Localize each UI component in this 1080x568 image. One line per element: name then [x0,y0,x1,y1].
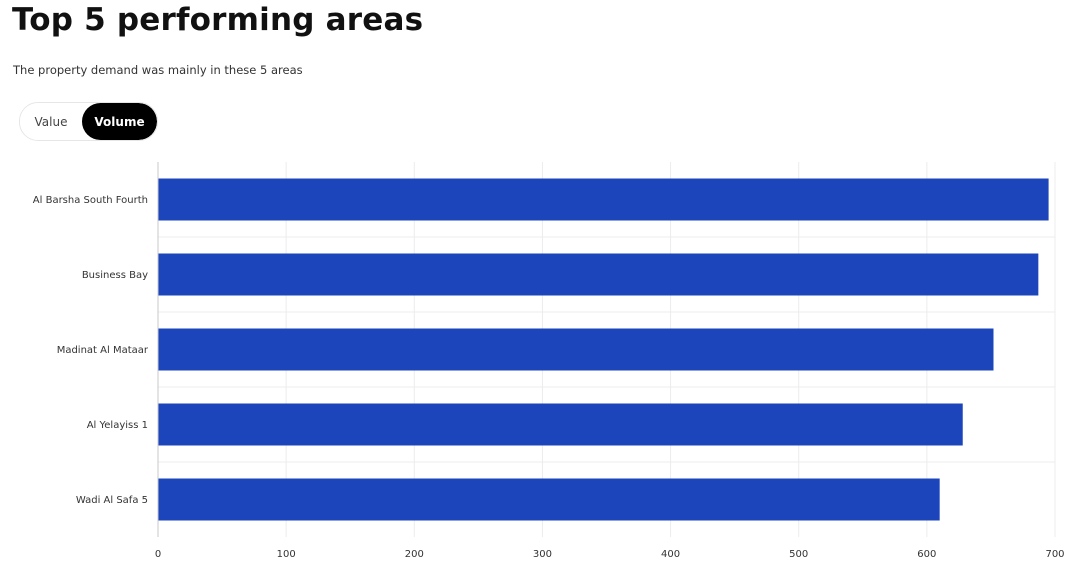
toggle-value-option[interactable]: Value [20,103,82,140]
page-title: Top 5 performing areas [12,2,424,38]
category-label: Madinat Al Mataar [57,345,149,356]
x-tick-label: 700 [1045,549,1064,560]
category-label: Al Yelayiss 1 [87,420,148,431]
category-label: Wadi Al Safa 5 [76,495,148,506]
bars-layer [158,178,1049,521]
value-volume-toggle[interactable]: Value Volume [19,102,158,141]
category-label: Al Barsha South Fourth [33,195,148,206]
x-tick-label: 0 [155,549,161,560]
axis-layer: 0 100 200 300 400 500 600 700 Al Barsha South Fo… [33,162,1065,560]
x-tick-label: 300 [533,549,552,560]
bar [158,178,1049,221]
toggle-volume-option[interactable]: Volume [82,103,157,140]
bar [158,403,963,446]
category-label: Business Bay [82,270,148,281]
x-tick-label: 600 [917,549,936,560]
x-tick-label: 100 [277,549,296,560]
x-tick-label: 200 [405,549,424,560]
bar [158,253,1039,296]
bar [158,478,940,521]
bar [158,328,994,371]
x-tick-label: 400 [661,549,680,560]
x-tick-label: 500 [789,549,808,560]
page-subtitle: The property demand was mainly in these … [13,63,303,77]
